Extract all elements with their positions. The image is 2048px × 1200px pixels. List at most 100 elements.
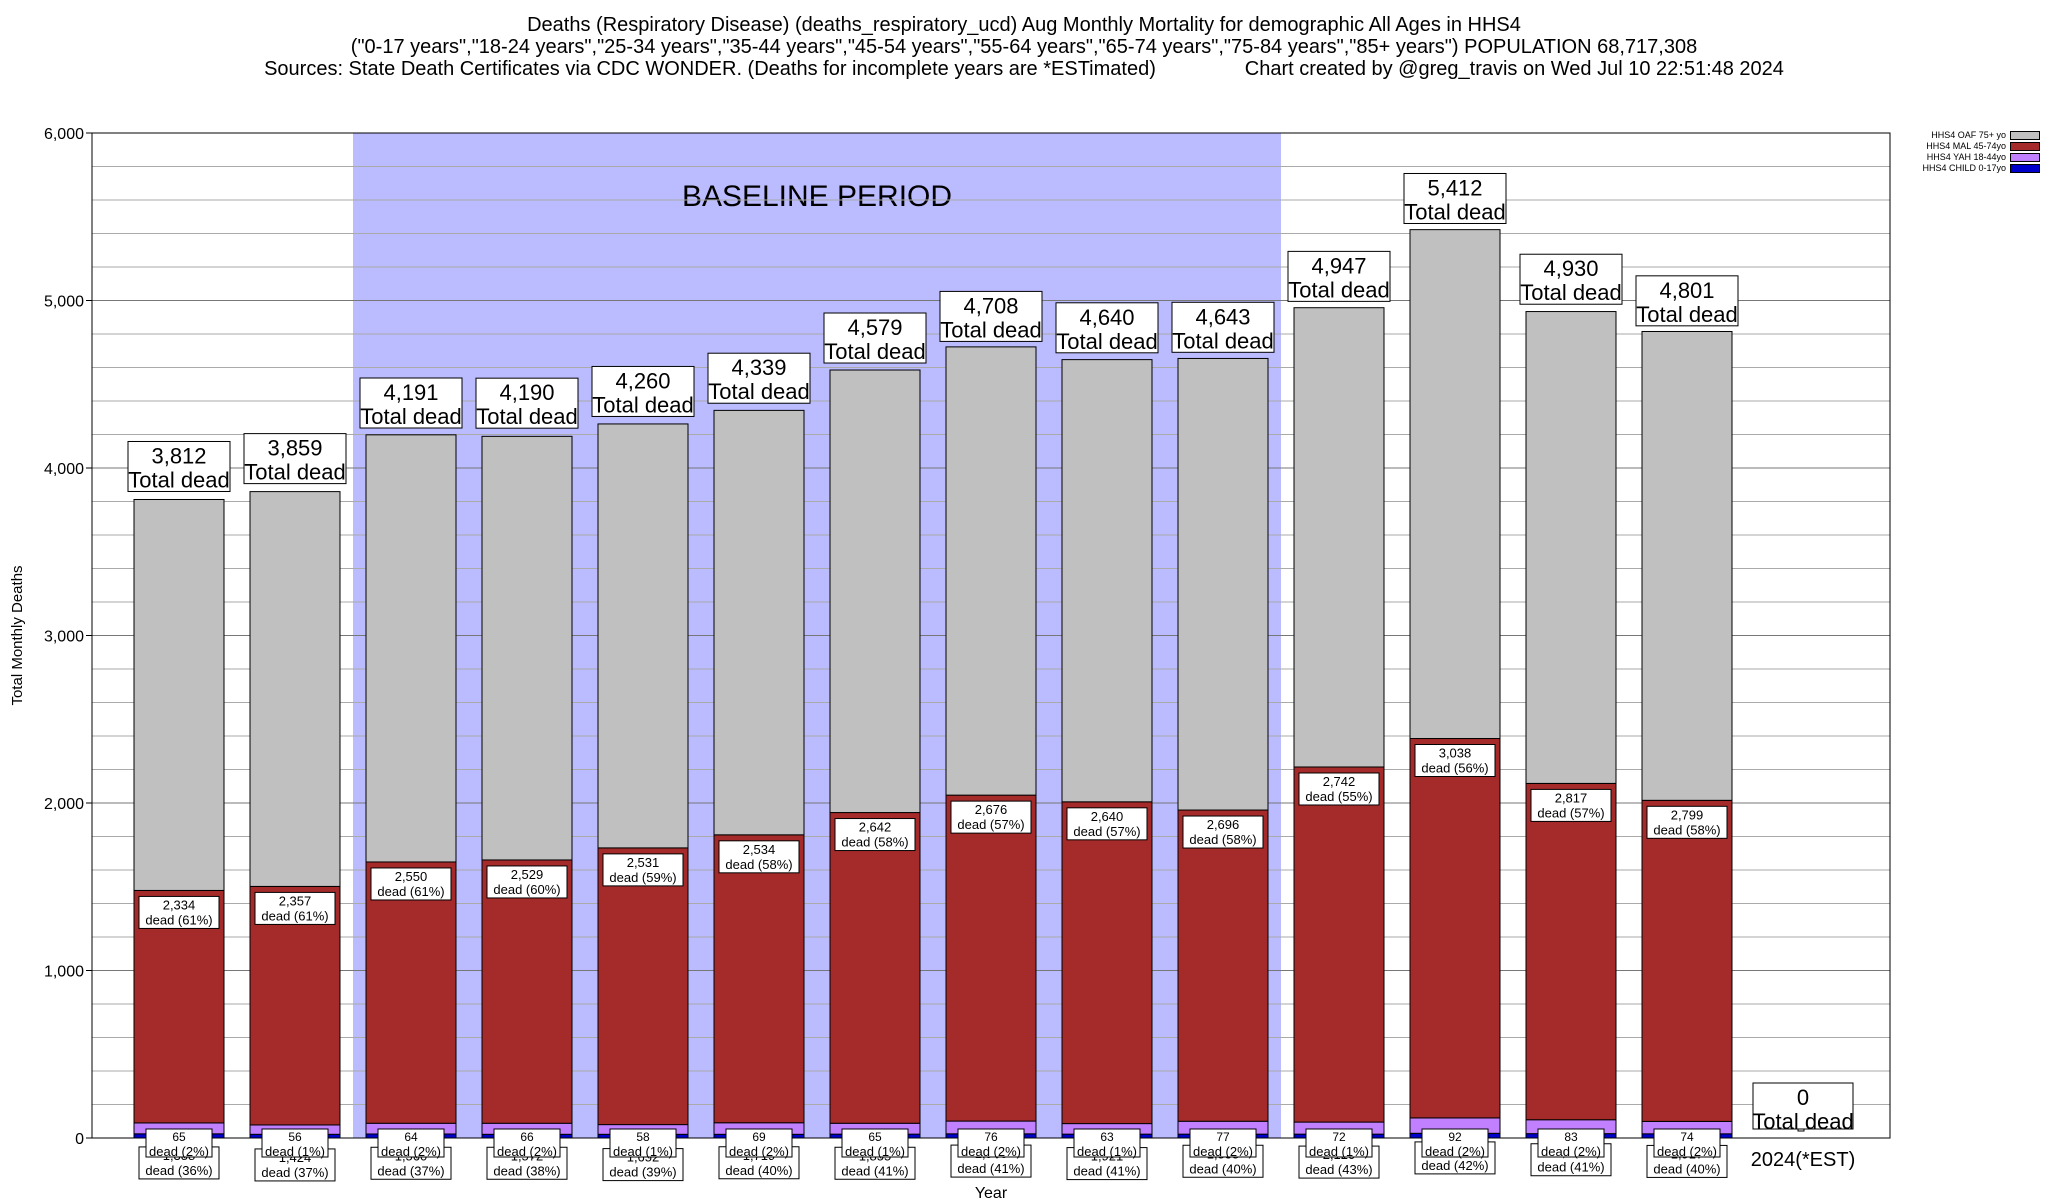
y-tick-label: 3,000 <box>44 629 84 646</box>
yah-label-pct: dead (2%) <box>1657 1144 1717 1159</box>
bar-segment <box>1525 782 1617 1121</box>
yah-label-box <box>957 1128 1025 1158</box>
bar-segment <box>945 346 1037 796</box>
total-label-box <box>475 377 579 429</box>
total-label-pct: Total dead <box>1056 329 1158 354</box>
yah-label-box <box>1305 1128 1373 1158</box>
chart-legend: HHS4 OAF 75+ yo HHS4 MAL 45-74yo HHS4 YAH … <box>1880 130 2040 174</box>
yah-label-box <box>1189 1128 1257 1158</box>
mal-label-pct: dead (41%) <box>957 1161 1024 1176</box>
yah-label-box <box>725 1128 793 1158</box>
oaf-label-pct: dead (58%) <box>1653 822 1720 837</box>
total-label-box <box>127 440 231 492</box>
yah-label-value: 66 <box>520 1130 534 1144</box>
bar-segment <box>1177 809 1269 1122</box>
total-label-box <box>707 352 811 404</box>
total-label-box <box>243 433 347 485</box>
mal-label-pct: dead (39%) <box>609 1165 676 1180</box>
yah-label-box <box>145 1128 213 1158</box>
mal-label-pct: dead (36%) <box>145 1163 212 1178</box>
total-label-box <box>939 290 1043 342</box>
yah-label-box <box>841 1128 909 1158</box>
total-label-box <box>1752 1082 1854 1130</box>
oaf-label-box <box>370 867 452 901</box>
total-label-box <box>1055 302 1159 354</box>
bar-segment <box>1293 307 1385 768</box>
total-label-value: 4,947 <box>1311 253 1366 278</box>
yah-label-value: 65 <box>172 1130 186 1144</box>
y-axis-label: Total Monthly Deaths <box>9 565 26 705</box>
oaf-label-box <box>1182 815 1264 849</box>
oaf-label-box <box>1066 807 1148 841</box>
oaf-label-box <box>834 818 916 852</box>
yah-label-box <box>1537 1128 1605 1158</box>
mal-label-pct: dead (41%) <box>1073 1164 1140 1179</box>
total-label-box <box>359 377 463 429</box>
total-label-value: 5,412 <box>1427 175 1482 200</box>
yah-label-value: 69 <box>752 1130 766 1144</box>
baseline-label: BASELINE PERIOD <box>682 180 952 213</box>
yah-label-pct: dead (2%) <box>961 1144 1021 1159</box>
total-label-pct: Total dead <box>592 392 694 417</box>
legend-item: HHS4 MAL 45-74yo <box>1880 141 2040 152</box>
oaf-label-pct: dead (61%) <box>377 884 444 899</box>
yah-label-pct: dead (1%) <box>1309 1144 1369 1159</box>
bar-segment <box>1641 330 1733 801</box>
total-label-box <box>823 312 927 364</box>
oaf-label-value: 2,357 <box>279 893 312 908</box>
total-label-pct: Total dead <box>360 404 462 429</box>
yah-label-pct: dead (2%) <box>497 1144 557 1159</box>
bar-segment <box>133 498 225 891</box>
bar-segment <box>481 435 573 861</box>
oaf-label-pct: dead (58%) <box>725 857 792 872</box>
mal-label-pct: dead (42%) <box>1421 1158 1488 1173</box>
mal-label-pct: dead (41%) <box>841 1163 908 1178</box>
legend-swatch <box>2010 142 2040 151</box>
total-label-pct: Total dead <box>1172 328 1274 353</box>
mal-label-pct: dead (38%) <box>493 1163 560 1178</box>
total-label-value: 4,191 <box>383 380 438 405</box>
yah-label-pct: dead (2%) <box>381 1144 441 1159</box>
oaf-label-value: 2,799 <box>1671 807 1704 822</box>
total-label-value: 4,708 <box>963 293 1018 318</box>
oaf-label-value: 2,676 <box>975 802 1008 817</box>
mal-label-pct: dead (37%) <box>377 1163 444 1178</box>
yah-label-box <box>261 1128 329 1158</box>
y-tick-label: 0 <box>75 1131 84 1148</box>
oaf-label-value: 2,640 <box>1091 809 1124 824</box>
legend-item: HHS4 CHILD 0-17yo <box>1880 163 2040 174</box>
yah-label-pct: dead (1%) <box>1077 1144 1137 1159</box>
yah-label-pct: dead (2%) <box>1541 1144 1601 1159</box>
oaf-label-box <box>602 853 684 887</box>
legend-swatch <box>2010 153 2040 162</box>
mal-label-pct: dead (43%) <box>1305 1162 1372 1177</box>
legend-label: HHS4 MAL 45-74yo <box>1926 141 2006 151</box>
oaf-label-box <box>950 800 1032 834</box>
yah-label-box <box>1073 1128 1141 1158</box>
yah-label-value: 77 <box>1216 1130 1230 1144</box>
bar-segment <box>829 369 921 814</box>
total-label-pct: Total dead <box>1288 277 1390 302</box>
yah-label-pct: dead (2%) <box>729 1144 789 1159</box>
yah-label-box <box>493 1128 561 1158</box>
total-label-value: 4,930 <box>1543 256 1598 281</box>
oaf-label-value: 2,742 <box>1323 774 1356 789</box>
y-tick-label: 2,000 <box>44 796 84 813</box>
yah-label-value: 64 <box>404 1130 418 1144</box>
legend-label: HHS4 OAF 75+ yo <box>1931 130 2006 140</box>
yah-label-value: 65 <box>868 1130 882 1144</box>
yah-label-value: 58 <box>636 1130 650 1144</box>
yah-label-pct: dead (1%) <box>613 1144 673 1159</box>
oaf-label-value: 2,534 <box>743 842 776 857</box>
total-label-pct: Total dead <box>476 404 578 429</box>
yah-label-pct: dead (2%) <box>1193 1144 1253 1159</box>
bar-segment <box>597 847 689 1126</box>
yah-label-pct: dead (1%) <box>845 1144 905 1159</box>
bar-segment <box>829 812 921 1124</box>
total-label-pct: Total dead <box>1520 280 1622 305</box>
mal-label-pct: dead (40%) <box>1189 1161 1256 1176</box>
bar-segment <box>597 423 689 849</box>
oaf-label-pct: dead (61%) <box>145 912 212 927</box>
oaf-label-box <box>718 840 800 874</box>
